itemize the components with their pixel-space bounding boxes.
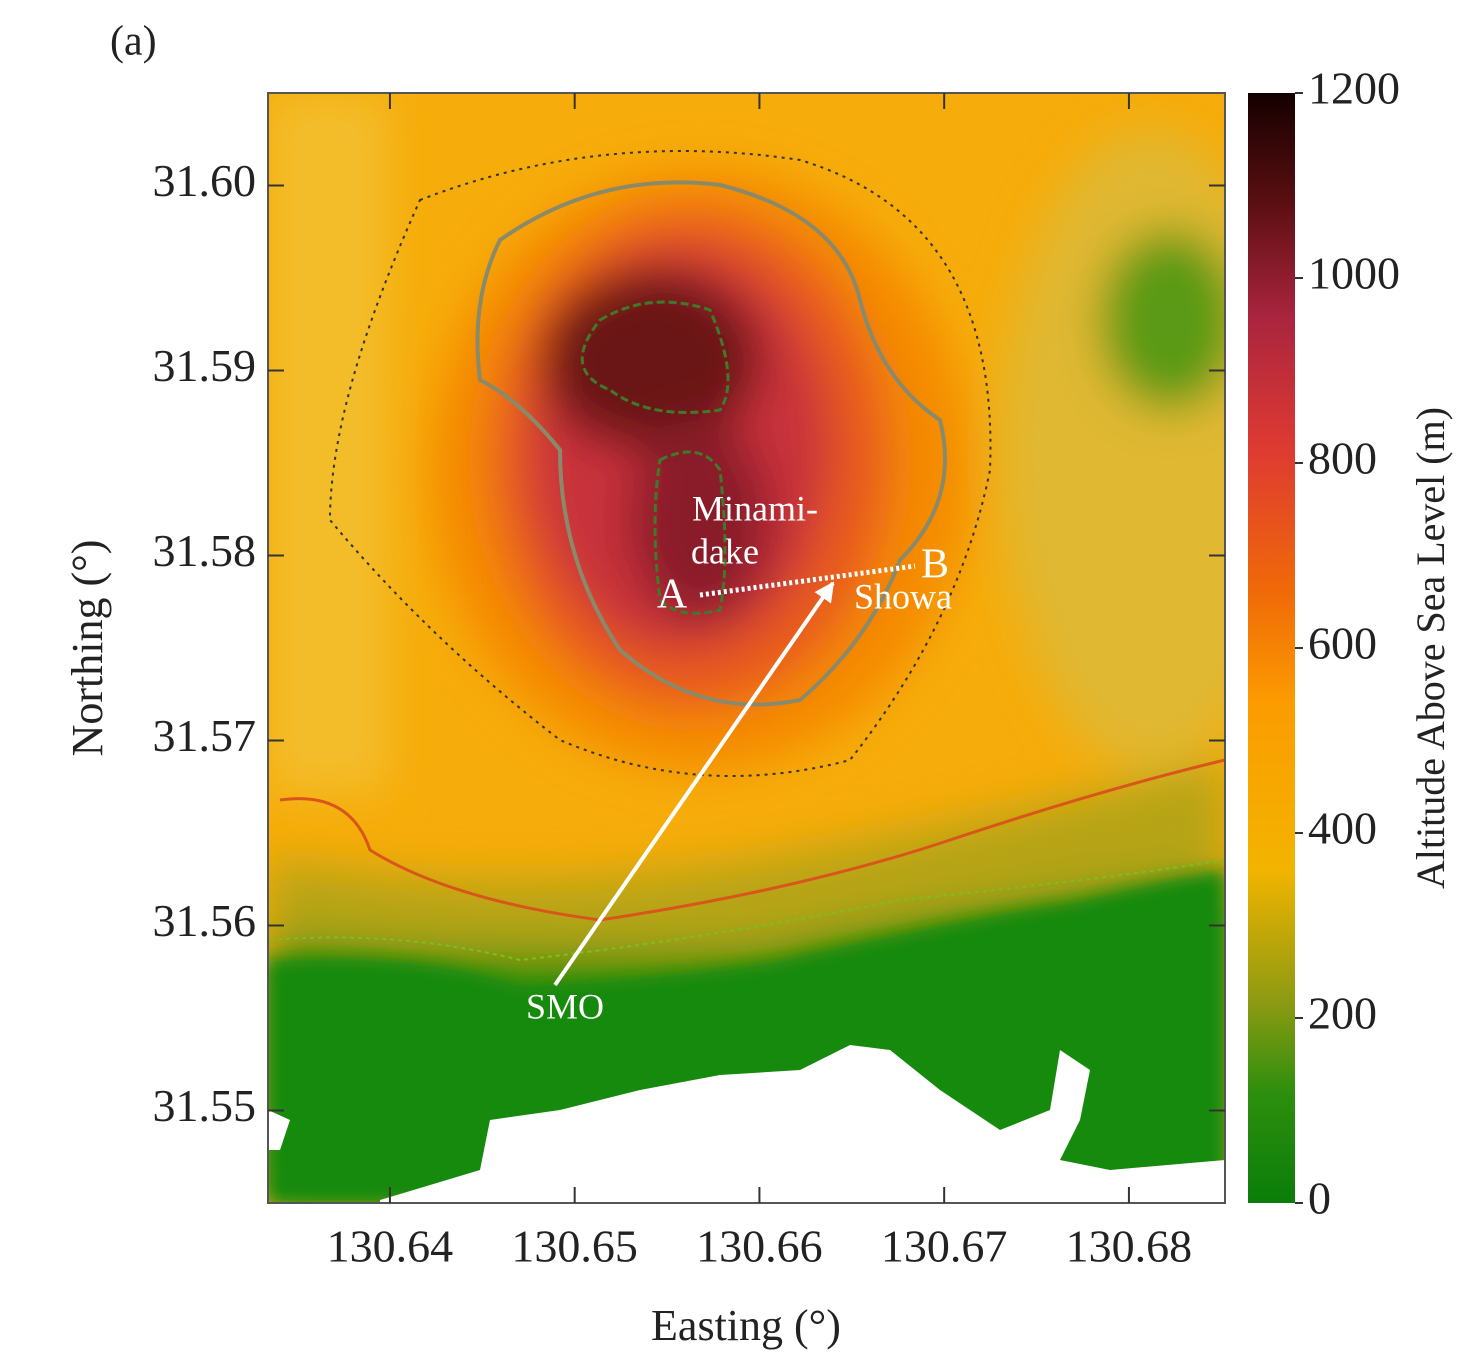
x-tick-label: 130.67 bbox=[881, 1221, 1008, 1272]
annotation: B bbox=[921, 542, 949, 588]
y-tick-label: 31.58 bbox=[153, 525, 257, 576]
x-tick-label: 130.66 bbox=[696, 1221, 823, 1272]
x-axis-label: Easting (°) bbox=[651, 1301, 841, 1350]
y-tick-label: 31.55 bbox=[153, 1080, 257, 1131]
annotation: dake bbox=[691, 531, 759, 571]
panel-label: (a) bbox=[110, 19, 157, 65]
y-tick-label: 31.59 bbox=[153, 340, 257, 391]
colorbar-tick-label: 600 bbox=[1308, 618, 1377, 669]
plot-frame bbox=[267, 92, 1226, 1204]
y-tick-label: 31.57 bbox=[153, 710, 257, 761]
colorbar-tick-label: 0 bbox=[1308, 1173, 1331, 1224]
annotation: A bbox=[657, 572, 688, 618]
annotation: Minami- bbox=[692, 488, 818, 528]
colorbar-tick-label: 400 bbox=[1308, 803, 1377, 854]
colorbar-tick-label: 800 bbox=[1308, 433, 1377, 484]
annotation: Showa bbox=[854, 576, 952, 616]
colorbar-tick-label: 200 bbox=[1308, 988, 1377, 1039]
colorbar bbox=[1248, 93, 1295, 1203]
x-tick-label: 130.68 bbox=[1066, 1221, 1193, 1272]
arrow bbox=[553, 581, 835, 987]
colorbar-tick-label: 1200 bbox=[1308, 63, 1400, 114]
y-tick-label: 31.56 bbox=[153, 895, 257, 946]
annotation: SMO bbox=[526, 986, 604, 1026]
colorbar-tick-label: 1000 bbox=[1308, 248, 1400, 299]
y-tick-label: 31.60 bbox=[153, 155, 257, 206]
colorbar-label: Altitude Above Sea Level (m) bbox=[1408, 407, 1453, 889]
y-axis-label: Northing (°) bbox=[63, 540, 112, 757]
terrain bbox=[268, 93, 1225, 1203]
x-tick-label: 130.64 bbox=[327, 1221, 454, 1272]
profile-line bbox=[699, 563, 916, 598]
x-tick-label: 130.65 bbox=[511, 1221, 638, 1272]
